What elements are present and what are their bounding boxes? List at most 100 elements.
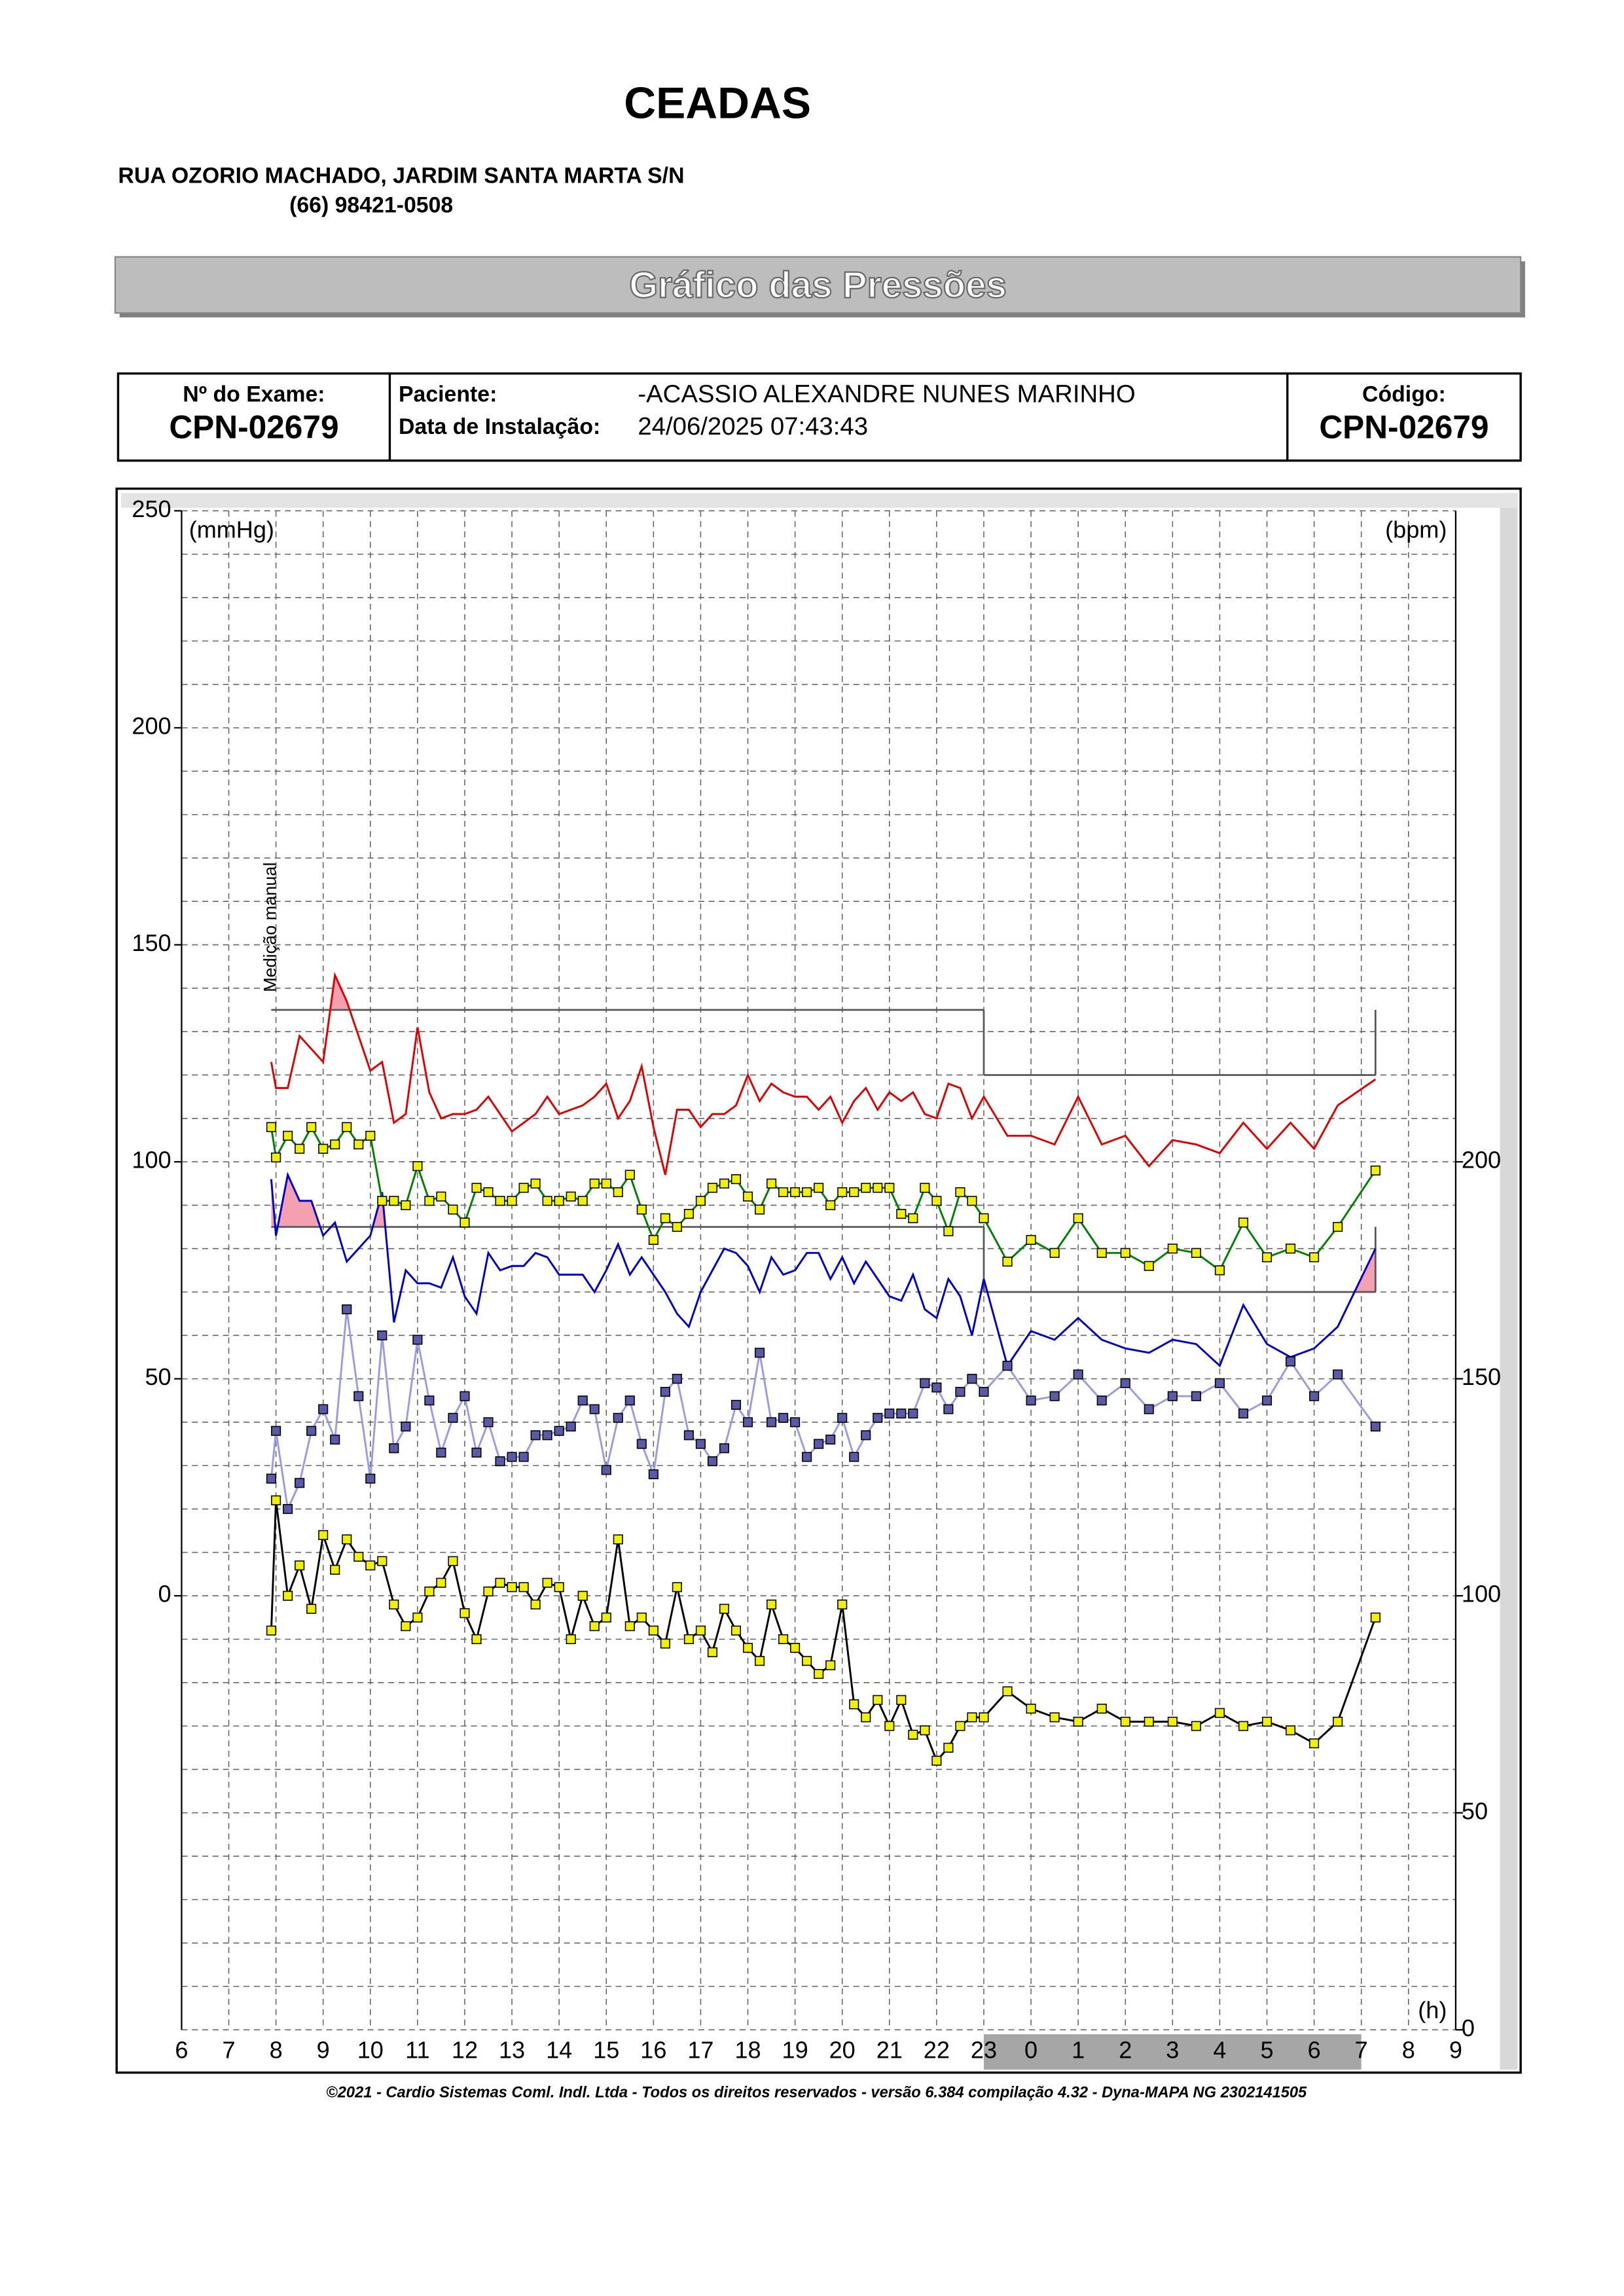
marker: [342, 1304, 352, 1315]
x-tick-label: 17: [687, 2037, 713, 2064]
marker: [412, 1161, 423, 1172]
x-tick-label: 5: [1260, 2037, 1273, 2064]
x-tick-label: 8: [270, 2037, 283, 2064]
marker: [908, 1213, 918, 1223]
marker: [1073, 1213, 1083, 1223]
marker: [460, 1217, 470, 1228]
install-label: Data de Instalação:: [399, 414, 600, 439]
marker: [1120, 1716, 1130, 1727]
x-tick-label: 4: [1213, 2037, 1226, 2064]
marker: [471, 1634, 482, 1645]
marker: [767, 1417, 777, 1427]
marker: [271, 1152, 281, 1163]
marker: [365, 1560, 376, 1571]
x-tick-label: 15: [593, 2037, 619, 2064]
marker: [1238, 1408, 1249, 1419]
marker: [566, 1634, 576, 1645]
marker: [554, 1582, 564, 1592]
marker: [507, 1582, 517, 1592]
marker: [920, 1378, 930, 1388]
marker: [1214, 1708, 1225, 1718]
marker: [1309, 1391, 1320, 1401]
annotation: Medição manual: [261, 862, 280, 992]
exam-number: CPN-02679: [169, 408, 338, 445]
marker: [1002, 1257, 1013, 1267]
marker: [306, 1426, 317, 1436]
marker: [283, 1590, 293, 1601]
marker: [849, 1452, 859, 1462]
y-axis-label: (mmHg): [189, 516, 274, 543]
marker: [707, 1456, 718, 1467]
marker: [1214, 1265, 1225, 1276]
x-tick-label: 2: [1119, 2037, 1132, 2064]
marker: [778, 1187, 789, 1198]
marker: [554, 1426, 564, 1436]
marker: [683, 1634, 694, 1645]
x-tick-label: 9: [1449, 2037, 1462, 2064]
install-date: 24/06/2025 07:43:43: [638, 412, 868, 440]
marker: [884, 1408, 895, 1419]
marker: [306, 1604, 317, 1614]
marker: [483, 1187, 494, 1198]
marker: [401, 1621, 411, 1632]
marker: [955, 1187, 965, 1198]
marker: [648, 1469, 659, 1480]
marker: [967, 1196, 977, 1206]
series-line: [270, 1172, 1377, 1369]
marker: [707, 1647, 718, 1657]
marker: [266, 1122, 276, 1132]
marker: [896, 1695, 907, 1705]
marker: [266, 1473, 276, 1484]
marker: [742, 1417, 753, 1427]
marker: [601, 1612, 611, 1623]
marker: [1073, 1369, 1083, 1380]
marker: [518, 1452, 529, 1462]
marker: [849, 1699, 859, 1710]
marker: [790, 1417, 801, 1427]
marker: [672, 1374, 682, 1384]
marker: [873, 1412, 883, 1423]
marker: [342, 1534, 352, 1545]
marker: [601, 1465, 611, 1475]
marker: [1096, 1395, 1107, 1406]
marker: [896, 1408, 907, 1419]
marker: [636, 1439, 647, 1449]
marker: [825, 1434, 836, 1445]
marker: [955, 1386, 965, 1397]
marker: [460, 1608, 470, 1619]
marker: [1120, 1247, 1130, 1258]
frame-edge: [1500, 493, 1518, 2070]
marker: [424, 1395, 435, 1406]
x-tick-label: 13: [499, 2037, 525, 2064]
marker: [920, 1183, 930, 1193]
marker: [931, 1382, 942, 1393]
marker: [636, 1612, 647, 1623]
x-tick-label: 20: [829, 2037, 856, 2064]
marker: [660, 1638, 670, 1649]
marker: [389, 1599, 399, 1610]
y2-tick-label: 50: [1462, 1797, 1488, 1824]
marker: [979, 1712, 989, 1723]
marker: [448, 1412, 458, 1423]
marker: [861, 1712, 871, 1723]
marker: [672, 1582, 682, 1592]
night-band: [983, 2034, 1362, 2070]
y-tick-label: 200: [132, 713, 171, 740]
marker: [814, 1183, 824, 1193]
marker: [778, 1634, 789, 1645]
marker: [283, 1130, 293, 1141]
x-tick-label: 18: [734, 2037, 761, 2064]
marker: [636, 1204, 647, 1215]
marker: [814, 1668, 824, 1679]
marker: [589, 1178, 600, 1189]
marker: [790, 1643, 801, 1653]
marker: [377, 1196, 388, 1206]
marker: [1167, 1391, 1178, 1401]
marker: [754, 1656, 765, 1666]
address: RUA OZORIO MACHADO, JARDIM SANTA MARTA S…: [118, 164, 684, 188]
marker: [424, 1587, 435, 1597]
marker: [672, 1221, 682, 1232]
exam-label: Nº do Exame:: [183, 382, 325, 406]
y2-axis-label: (bpm): [1385, 516, 1447, 543]
marker: [1049, 1247, 1060, 1258]
